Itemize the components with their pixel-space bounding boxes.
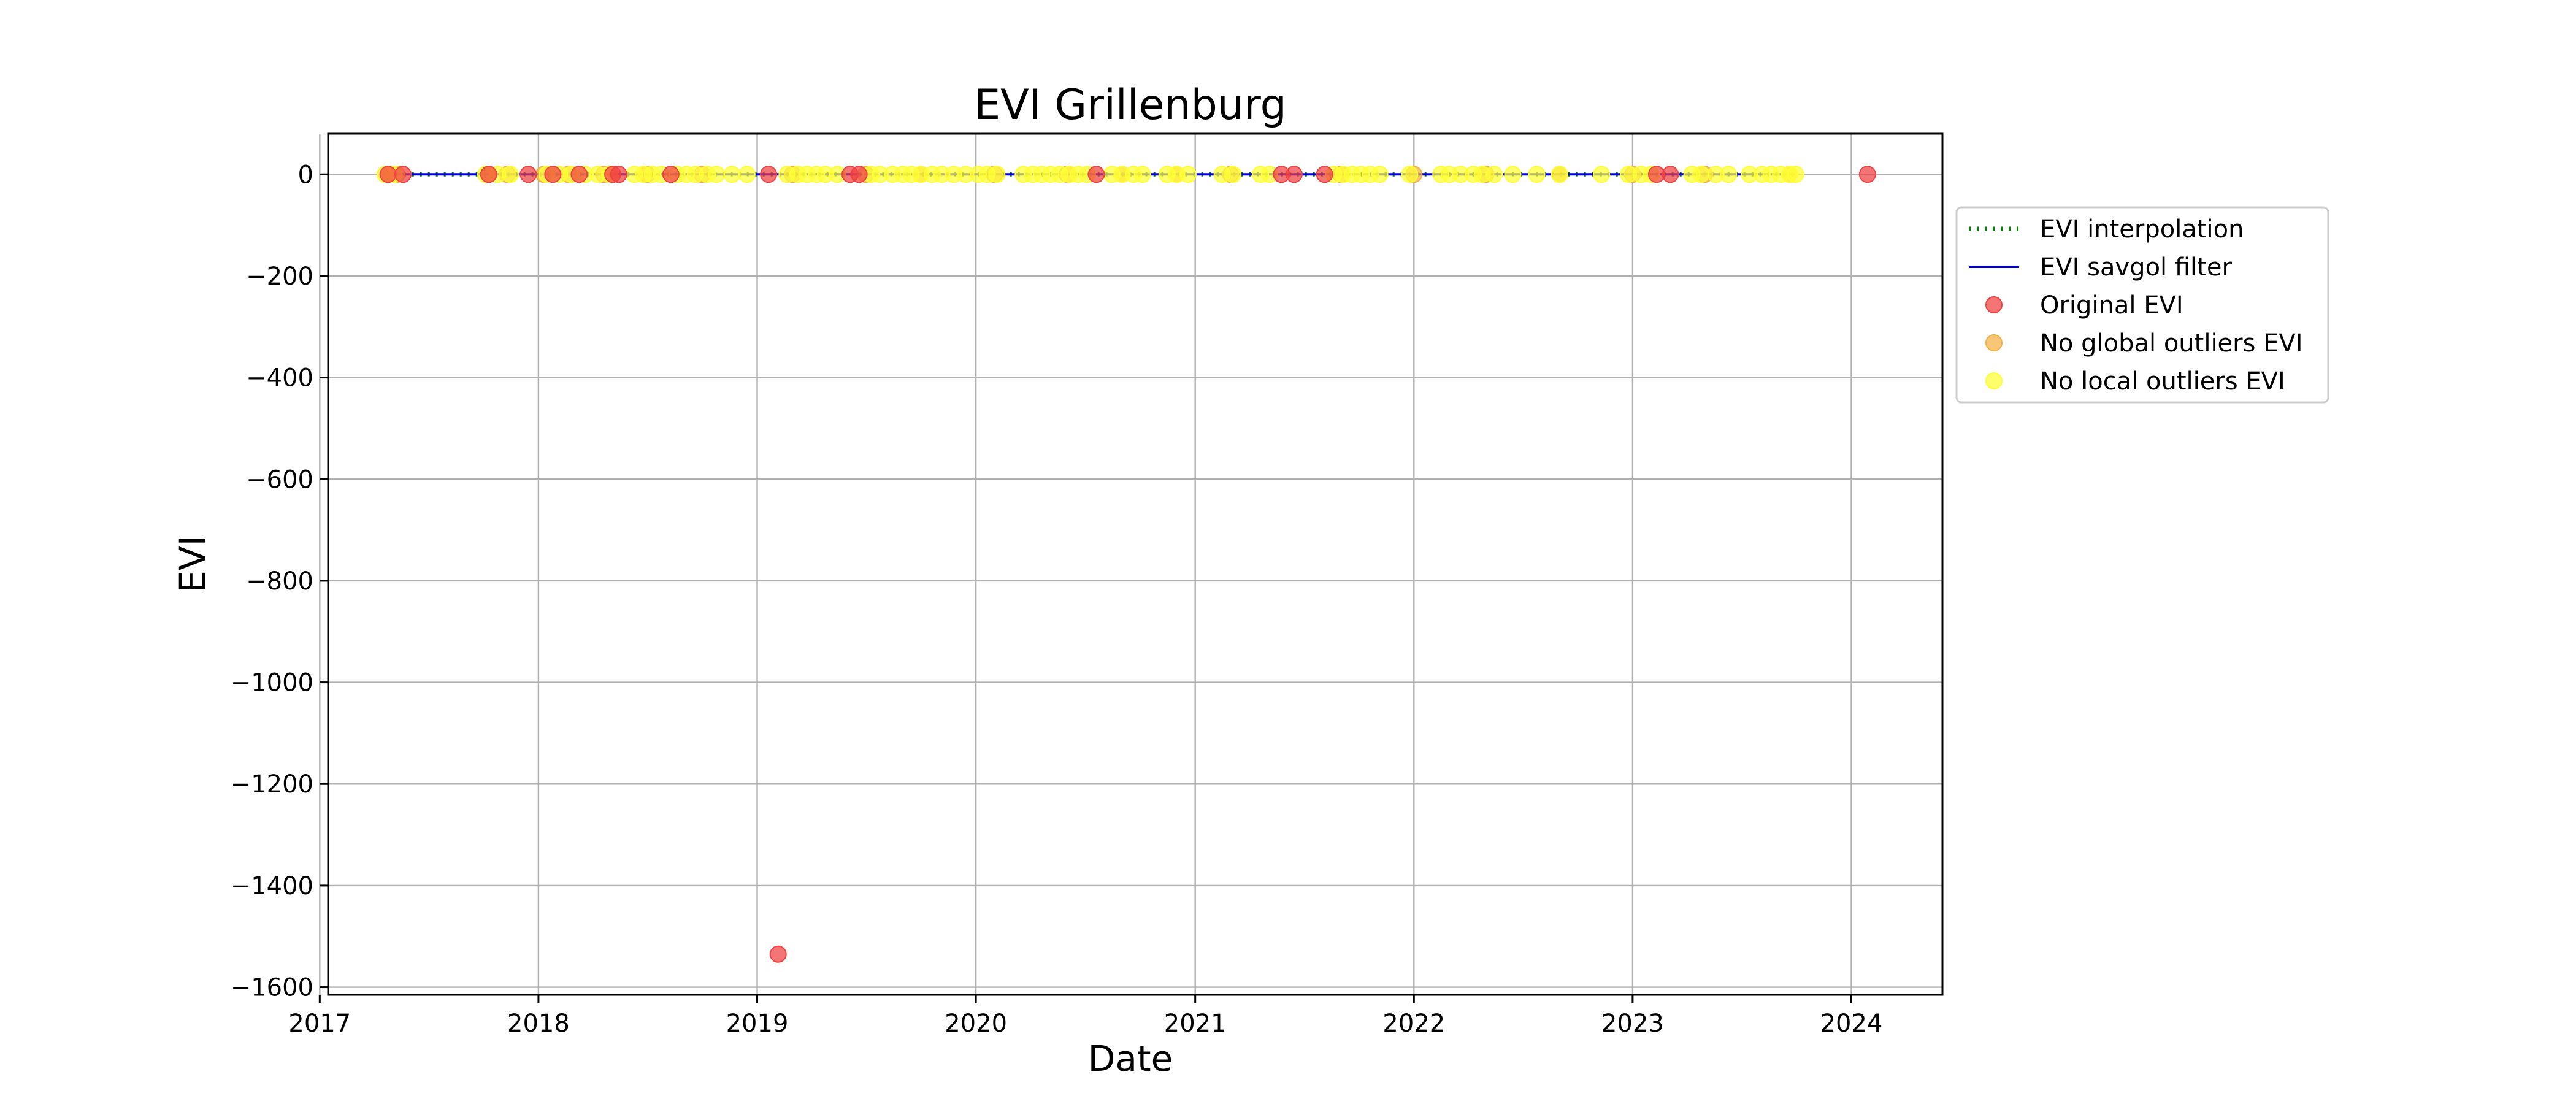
original-evi-point bbox=[1087, 166, 1105, 183]
original-evi-point bbox=[1316, 166, 1333, 183]
legend-marker-swatch bbox=[1985, 334, 2003, 351]
y-tick-label: −400 bbox=[246, 364, 313, 393]
y-tick-label: −1000 bbox=[231, 669, 313, 697]
y-axis-ticks: 0 −200 −400 −600 −800 −1000 −1200 −1400 −1600 bbox=[231, 161, 328, 1002]
original-evi-point bbox=[662, 166, 680, 183]
legend-box bbox=[1955, 206, 2329, 404]
y-tick-label: −1200 bbox=[231, 770, 313, 799]
no-local-outliers-point bbox=[738, 166, 756, 183]
no-local-outliers-point bbox=[1179, 166, 1197, 183]
no-local-outliers-point bbox=[1692, 166, 1710, 183]
original-evi-point bbox=[544, 166, 562, 183]
original-evi-point bbox=[1662, 166, 1679, 183]
original-evi-point bbox=[570, 166, 588, 183]
grid bbox=[319, 134, 1942, 995]
no-local-outliers-point bbox=[1485, 166, 1503, 183]
y-tick-label: 0 bbox=[298, 161, 313, 189]
y-tick-label: −600 bbox=[246, 466, 313, 494]
x-tick-label: 2024 bbox=[1820, 1010, 1883, 1038]
original-evi-point bbox=[769, 945, 787, 963]
y-axis-label: EVI bbox=[172, 535, 213, 592]
x-tick-label: 2021 bbox=[1164, 1010, 1227, 1038]
x-axis-label: Date bbox=[1088, 1038, 1173, 1079]
original-evi-point bbox=[1858, 166, 1876, 183]
no-local-outliers-point bbox=[1504, 166, 1522, 183]
chart-title: EVI Grillenburg bbox=[974, 81, 1287, 129]
legend-marker-swatch bbox=[1985, 296, 2003, 313]
series-points bbox=[376, 166, 1876, 963]
legend-entry-label: EVI interpolation bbox=[2040, 215, 2244, 243]
legend-entry-label: No local outliers EVI bbox=[2040, 367, 2285, 396]
no-local-outliers-point bbox=[1133, 166, 1151, 183]
x-axis-ticks: 2017 2018 2019 2020 2021 2022 2023 2024 bbox=[288, 995, 1882, 1038]
original-evi-point bbox=[760, 166, 778, 183]
original-evi-point bbox=[519, 166, 537, 183]
no-local-outliers-point bbox=[1371, 166, 1389, 183]
y-tick-label: −1400 bbox=[231, 872, 313, 900]
legend-entry-label: No global outliers EVI bbox=[2040, 329, 2303, 358]
no-local-outliers-point bbox=[988, 166, 1006, 183]
y-tick-label: −800 bbox=[246, 567, 313, 596]
x-tick-label: 2018 bbox=[507, 1010, 570, 1038]
x-tick-label: 2017 bbox=[288, 1010, 351, 1038]
y-tick-label: −1600 bbox=[231, 974, 313, 1002]
legend-marker-swatch bbox=[1985, 372, 2003, 389]
no-local-outliers-point bbox=[1551, 166, 1568, 183]
original-evi-point bbox=[394, 166, 412, 183]
original-evi-point bbox=[379, 166, 397, 183]
no-local-outliers-point bbox=[1224, 166, 1242, 183]
no-local-outliers-point bbox=[1720, 166, 1738, 183]
no-local-outliers-point bbox=[502, 166, 519, 183]
x-tick-label: 2022 bbox=[1382, 1010, 1445, 1038]
legend: EVI interpolation EVI savgol filter Origin… bbox=[1955, 206, 2329, 404]
no-local-outliers-point bbox=[1787, 166, 1804, 183]
x-tick-label: 2019 bbox=[726, 1010, 789, 1038]
no-local-outliers-point bbox=[708, 166, 726, 183]
no-local-outliers-point bbox=[723, 166, 741, 183]
legend-entry-label: EVI savgol filter bbox=[2040, 253, 2232, 282]
legend-entry-label: Original EVI bbox=[2040, 291, 2183, 320]
original-evi-point bbox=[610, 166, 627, 183]
original-evi-point bbox=[480, 166, 497, 183]
no-local-outliers-point bbox=[1401, 166, 1419, 183]
x-tick-label: 2023 bbox=[1601, 1010, 1664, 1038]
no-local-outliers-point bbox=[1528, 166, 1546, 183]
no-local-outliers-point bbox=[1593, 166, 1611, 183]
y-tick-label: −200 bbox=[246, 263, 313, 291]
original-evi-point bbox=[850, 166, 868, 183]
plot-frame bbox=[327, 132, 1944, 996]
original-evi-point bbox=[1285, 166, 1303, 183]
x-tick-label: 2020 bbox=[945, 1010, 1007, 1038]
